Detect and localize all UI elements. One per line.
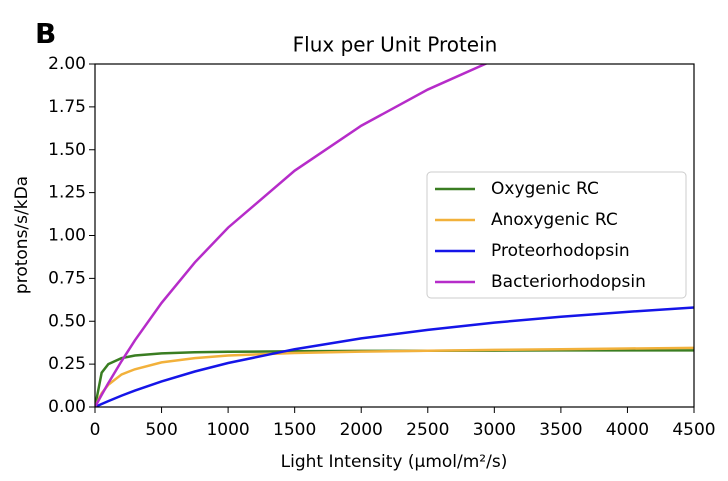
x-tick-label: 3500 [539,420,582,440]
legend-label: Proteorhodopsin [491,241,630,261]
y-tick-label: 0.75 [48,268,86,288]
legend-label: Anoxygenic RC [491,210,618,230]
y-tick-label: 0.50 [48,311,86,331]
x-tick-label: 1500 [273,420,316,440]
x-tick-label: 0 [90,420,101,440]
y-axis-label: protons/s/kDa [12,176,32,294]
data-line [95,306,694,407]
panel-label: B [35,17,56,50]
x-tick-label: 4500 [672,420,715,440]
y-tick-label: 0.00 [48,397,86,417]
legend-box [426,171,687,299]
x-tick-label: 4000 [606,420,649,440]
y-tick-label: 1.50 [48,140,86,160]
chart-title: Flux per Unit Protein [293,33,498,57]
x-tick-label: 2500 [406,420,449,440]
data-line [95,64,489,407]
x-tick-label: 1000 [206,420,249,440]
x-tick-label: 2000 [340,420,383,440]
data-line [95,346,694,407]
plot-lines [95,64,694,407]
legend-label: Oxygenic RC [491,179,599,199]
x-axis-label: Light Intensity (μmol/m²/s) [281,452,508,472]
y-tick-label: 0.25 [48,354,86,374]
y-tick-label: 1.00 [48,226,86,246]
legend-label: Bacteriorhodopsin [491,272,646,292]
x-tick-label: 3000 [473,420,516,440]
x-tick-label: 500 [145,420,177,440]
y-tick-label: 1.25 [48,183,86,203]
y-tick-label: 1.75 [48,97,86,117]
y-tick-label: 2.00 [48,54,86,74]
